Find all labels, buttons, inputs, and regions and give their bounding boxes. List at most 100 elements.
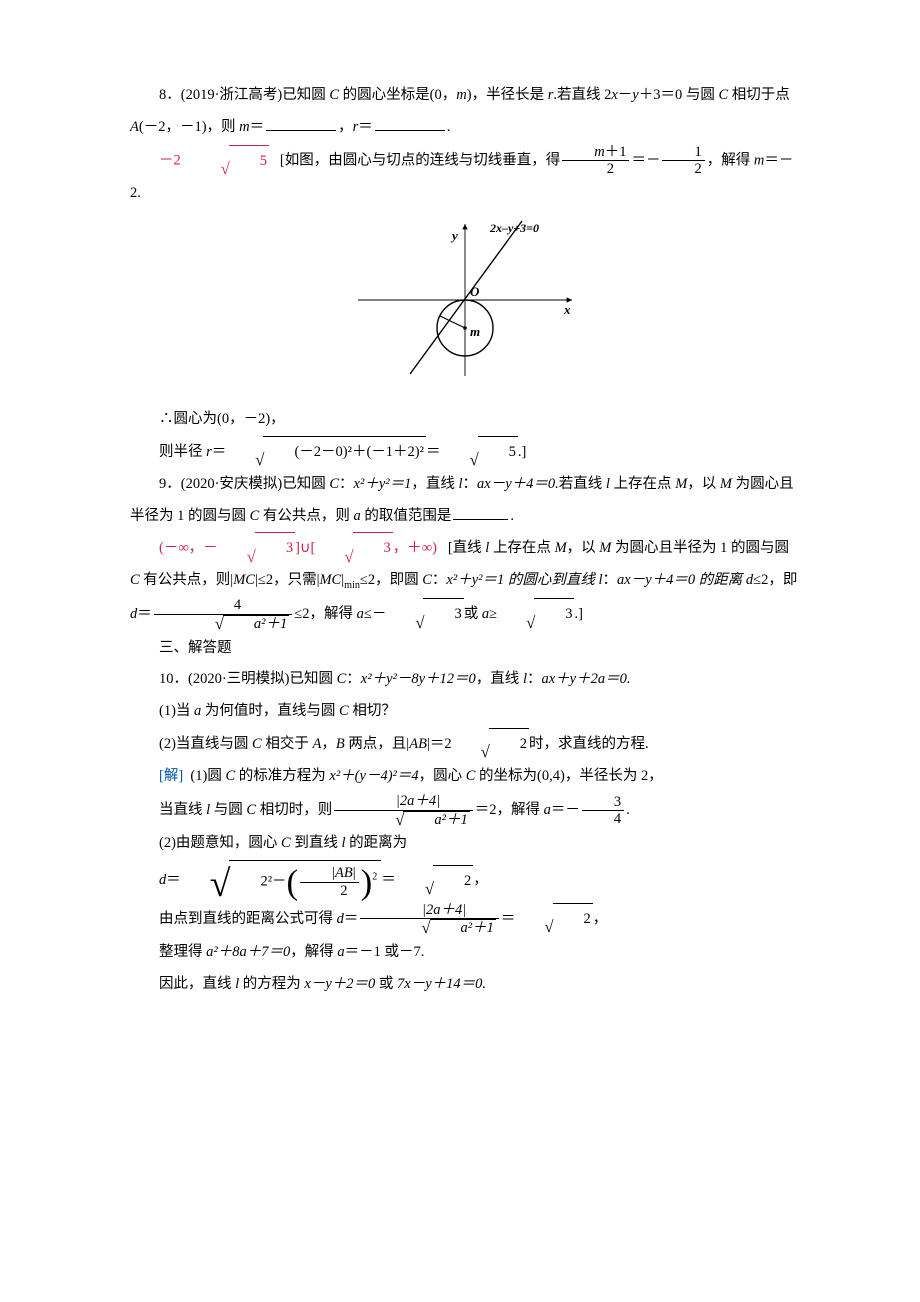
- var-c: C: [252, 736, 262, 752]
- text: ≤－: [364, 606, 386, 622]
- text: ＝－1 或－7.: [345, 944, 425, 960]
- q10-sol-1: [解] (1)圆 C 的标准方程为 x²＋(y－4)²＝4，圆心 C 的坐标为(…: [130, 761, 800, 793]
- eq: ax: [541, 671, 555, 687]
- text: ＝: [501, 911, 516, 927]
- eq: ax: [477, 476, 491, 492]
- sqrt: √5: [440, 436, 517, 469]
- text: 有公共点，则: [259, 508, 353, 524]
- radical-icon: √: [452, 744, 490, 761]
- text: 与圆: [210, 802, 246, 818]
- q10-sol-2: 当直线 l 与圆 C 相切时，则|2a＋4|√a²＋1＝2，解得 a＝－34.: [130, 793, 800, 828]
- var-c: C: [329, 87, 339, 103]
- text: ：: [527, 671, 542, 687]
- radical-icon: √: [366, 812, 404, 829]
- radical-icon: √: [386, 615, 424, 632]
- answer-r: √5: [192, 145, 269, 178]
- radius-line: [440, 316, 465, 328]
- text: 上存在点: [610, 476, 675, 492]
- fraction: 12: [662, 144, 704, 178]
- text: 有公共点，则|: [140, 572, 234, 588]
- text: ：: [346, 671, 361, 687]
- text: 时，求直线的方程.: [529, 736, 649, 752]
- eq: 7x－y＋14＝0.: [397, 976, 486, 992]
- eq: ＋y＋2a＝0.: [555, 671, 630, 687]
- eq: x²＋y²＝1: [354, 476, 412, 492]
- var-m: m: [456, 87, 466, 103]
- text: 为圆心且半径为 1 的圆与圆: [611, 540, 789, 556]
- fraction: m＋12: [562, 144, 629, 178]
- text: ＝2，解得: [475, 802, 544, 818]
- text: .]: [518, 444, 526, 460]
- radical-icon: √: [226, 452, 264, 469]
- var-c: C: [339, 703, 349, 719]
- var-m: M: [599, 540, 611, 556]
- text: ：: [603, 572, 618, 588]
- fraction: |AB|2: [300, 865, 359, 899]
- radical-icon: √: [192, 161, 230, 178]
- text: (1)当: [159, 703, 194, 719]
- text: ＝: [358, 119, 373, 135]
- text: 相切？: [349, 703, 396, 719]
- eq: x²＋y²－8y＋12＝0: [361, 671, 476, 687]
- radical-icon: √: [497, 615, 535, 632]
- section-heading: 三、解答题: [130, 633, 800, 665]
- var-ab: AB: [409, 736, 427, 752]
- text: .若直线 2: [553, 87, 611, 103]
- text: 则半径: [159, 444, 206, 460]
- text: ≥: [489, 606, 497, 622]
- origin-label: O: [470, 284, 480, 299]
- text: ：: [432, 572, 447, 588]
- text: ≤2，即: [753, 572, 797, 588]
- q8-answer-line: －2 √5 [如图，由圆心与切点的连线与切线垂直，得m＋12＝－12，解得 m＝…: [130, 144, 800, 210]
- text: 若直线: [559, 476, 606, 492]
- text: ：: [463, 476, 478, 492]
- text: 8．(2019·浙江高考)已知圆: [159, 87, 329, 103]
- sqrt: √(－2－0)²＋(－1＋2)²: [226, 436, 426, 469]
- q10-sol-4: d＝√2²－(|AB|2)2＝√2，: [130, 860, 800, 901]
- text: 相交于: [262, 736, 313, 752]
- var-c: C: [422, 572, 432, 588]
- text: .: [626, 802, 630, 818]
- eq: a²＋8a＋7＝0: [206, 944, 290, 960]
- text: 相切时，则: [256, 802, 332, 818]
- sqrt-big: √2²－(|AB|2)2: [181, 860, 382, 901]
- text: .: [447, 119, 451, 135]
- radical-icon: √: [396, 881, 434, 898]
- text: (1)圆: [190, 768, 225, 784]
- var-a: A: [130, 119, 139, 135]
- rparen-icon: ): [361, 863, 373, 902]
- radical-icon: √: [186, 616, 224, 633]
- blank-r: [375, 115, 445, 131]
- q10-sol-6: 整理得 a²＋8a＋7＝0，解得 a＝－1 或－7.: [130, 937, 800, 969]
- text: －: [618, 87, 633, 103]
- text: 的圆心坐标是(0，: [339, 87, 456, 103]
- eq: x²＋(y－4)²＝4: [329, 768, 418, 784]
- text: 上存在点: [489, 540, 554, 556]
- text: ，: [473, 872, 488, 888]
- var-b: B: [336, 736, 345, 752]
- var-a: A: [312, 736, 321, 752]
- text: ，: [338, 119, 353, 135]
- text: .]: [574, 606, 582, 622]
- radical-icon: √: [515, 919, 553, 936]
- var-a: a: [337, 944, 344, 960]
- text: 由点到直线的距离公式可得: [159, 911, 337, 927]
- text: ＝: [137, 606, 152, 622]
- var-mc: MC: [319, 572, 341, 588]
- text: ＝: [250, 119, 265, 135]
- eq: x²＋y²＝1 的圆心到直线: [446, 572, 598, 588]
- text: ＋3＝0 与圆: [639, 87, 719, 103]
- text: 整理得: [159, 944, 206, 960]
- text: ，解得: [707, 152, 754, 168]
- var-d: d: [337, 911, 344, 927]
- var-m: M: [675, 476, 687, 492]
- text: 或: [375, 976, 397, 992]
- geometry-diagram: 2x–y+3=0 y x O m: [350, 216, 580, 381]
- text: 10．(2020·三明模拟)已知圆: [159, 671, 337, 687]
- text: ＝: [426, 444, 441, 460]
- text: ＝: [381, 872, 396, 888]
- eq: －y＋4＝0.: [491, 476, 559, 492]
- q8-therefore: ∴圆心为(0，－2)，: [130, 404, 800, 436]
- var-a: a: [357, 606, 364, 622]
- eq: －y＋4＝0 的距离: [631, 572, 746, 588]
